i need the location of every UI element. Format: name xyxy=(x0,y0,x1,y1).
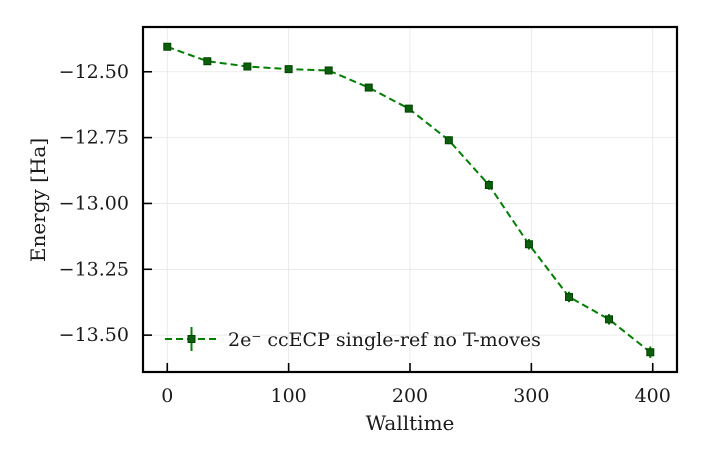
grid xyxy=(143,27,677,372)
data-point xyxy=(564,292,573,301)
legend-label: 2e⁻ ccECP single-ref no T-moves xyxy=(228,329,541,351)
x-tick-label: 300 xyxy=(513,385,549,407)
x-tick-label: 0 xyxy=(161,385,173,407)
y-tick-label: −13.25 xyxy=(59,258,129,280)
data-point xyxy=(203,57,212,66)
x-axis-label: Walltime xyxy=(366,411,455,435)
x-tick-label: 100 xyxy=(271,385,307,407)
series-line xyxy=(166,45,651,353)
data-point xyxy=(163,42,172,51)
x-tick-label: 200 xyxy=(392,385,428,407)
data-point xyxy=(324,66,333,75)
y-tick-label: −12.75 xyxy=(59,127,129,149)
data-point xyxy=(524,240,533,249)
series-energy xyxy=(163,42,655,359)
y-axis-label: Energy [Ha] xyxy=(26,138,50,262)
y-tick-label: −13.00 xyxy=(59,192,129,214)
x-tick-label: 400 xyxy=(635,385,671,407)
legend: 2e⁻ ccECP single-ref no T-moves xyxy=(165,327,541,351)
data-point xyxy=(364,83,373,92)
plot-frame xyxy=(141,25,679,374)
axis-ticks: 0 100 200 300 400 −12.50 −12.75 −13.00 −13.25 −13… xyxy=(59,61,671,407)
data-point xyxy=(284,65,293,74)
data-point xyxy=(444,136,453,145)
data-point xyxy=(605,315,614,324)
data-point xyxy=(484,181,493,190)
data-point xyxy=(404,104,413,113)
data-point xyxy=(646,348,655,357)
data-point xyxy=(243,62,252,71)
y-tick-label: −13.50 xyxy=(59,324,129,346)
y-tick-label: −12.50 xyxy=(59,61,129,83)
legend-marker xyxy=(187,335,196,343)
